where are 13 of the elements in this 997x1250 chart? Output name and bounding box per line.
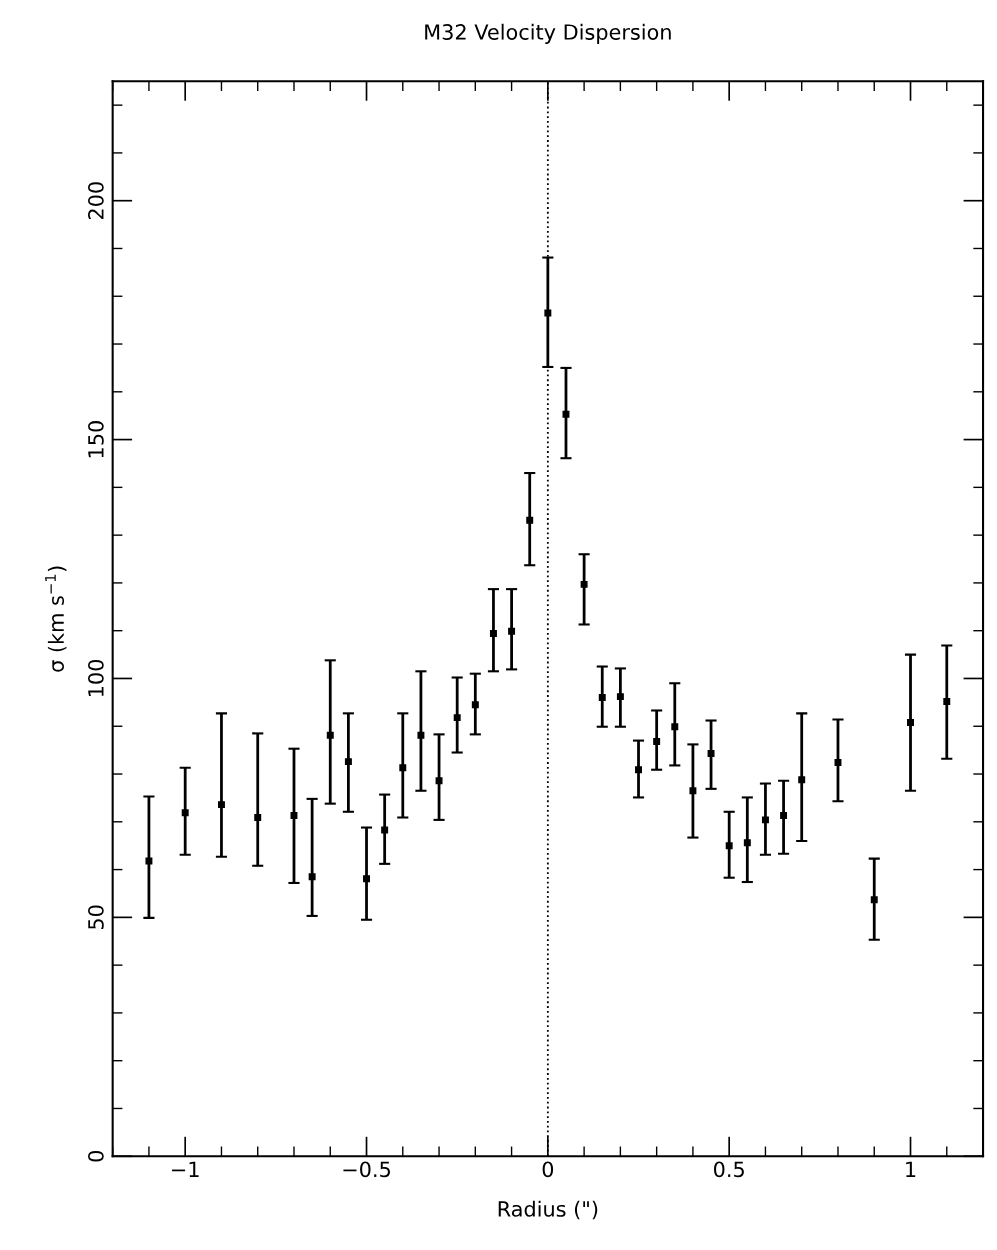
x-tick-label: −1 bbox=[172, 1161, 199, 1177]
x-axis-title: Radius (") bbox=[498, 1200, 598, 1220]
x-tick-label: 0 bbox=[542, 1161, 554, 1178]
x-tick-label: −0.5 bbox=[343, 1161, 390, 1178]
y-tick-label: 200 bbox=[88, 182, 104, 220]
y-axis-title: σ (km s$^{−1}$) bbox=[45, 566, 67, 672]
chart-title: M32 Velocity Dispersion bbox=[425, 23, 671, 44]
y-tick-label: 0 bbox=[88, 1151, 104, 1162]
x-tick-label: 0.5 bbox=[713, 1161, 744, 1178]
x-tick-label: 1 bbox=[906, 1161, 916, 1177]
y-tick-label: 100 bbox=[88, 659, 104, 697]
y-tick-label: 50 bbox=[88, 905, 104, 930]
y-tick-label: 150 bbox=[88, 421, 104, 458]
